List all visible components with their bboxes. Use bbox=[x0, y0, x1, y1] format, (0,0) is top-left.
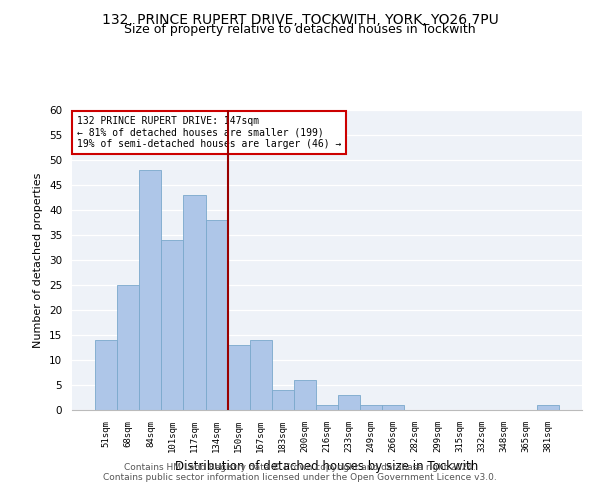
Bar bbox=[227, 345, 250, 410]
Y-axis label: Number of detached properties: Number of detached properties bbox=[34, 172, 43, 348]
Text: 132 PRINCE RUPERT DRIVE: 147sqm
← 81% of detached houses are smaller (199)
19% o: 132 PRINCE RUPERT DRIVE: 147sqm ← 81% of… bbox=[77, 116, 341, 149]
Text: Contains public sector information licensed under the Open Government Licence v3: Contains public sector information licen… bbox=[103, 474, 497, 482]
Bar bbox=[95, 340, 117, 410]
Bar bbox=[537, 405, 559, 410]
Bar bbox=[117, 285, 139, 410]
Bar bbox=[272, 390, 294, 410]
Bar bbox=[184, 195, 206, 410]
Bar bbox=[294, 380, 316, 410]
Bar bbox=[360, 405, 382, 410]
Bar bbox=[382, 405, 404, 410]
X-axis label: Distribution of detached houses by size in Tockwith: Distribution of detached houses by size … bbox=[175, 460, 479, 473]
Bar bbox=[161, 240, 184, 410]
Bar bbox=[250, 340, 272, 410]
Bar bbox=[139, 170, 161, 410]
Bar bbox=[316, 405, 338, 410]
Text: 132, PRINCE RUPERT DRIVE, TOCKWITH, YORK, YO26 7PU: 132, PRINCE RUPERT DRIVE, TOCKWITH, YORK… bbox=[101, 12, 499, 26]
Bar bbox=[206, 220, 227, 410]
Text: Contains HM Land Registry data © Crown copyright and database right 2024.: Contains HM Land Registry data © Crown c… bbox=[124, 464, 476, 472]
Bar bbox=[338, 395, 360, 410]
Text: Size of property relative to detached houses in Tockwith: Size of property relative to detached ho… bbox=[124, 22, 476, 36]
